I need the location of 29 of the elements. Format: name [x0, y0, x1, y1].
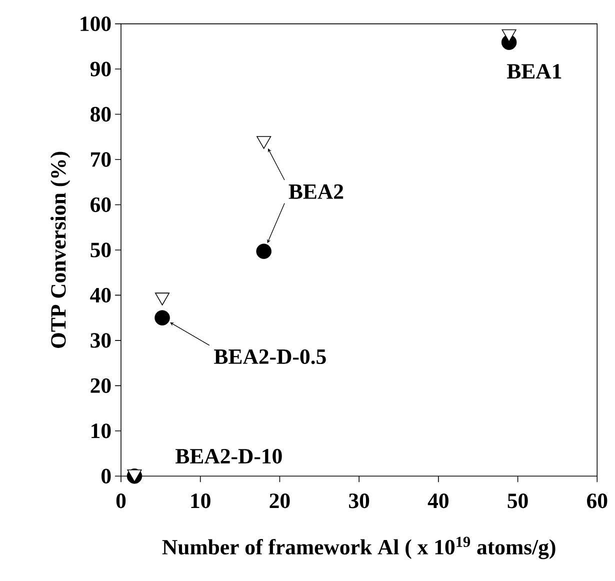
y-axis-title: OTP Conversion (%) — [50, 152, 70, 348]
point — [155, 292, 170, 306]
point — [502, 29, 516, 42]
point — [154, 310, 170, 326]
y-tick-label: 30 — [90, 332, 111, 348]
point — [256, 136, 272, 149]
y-tick-label: 20 — [90, 378, 111, 393]
x-tick-label: 60 — [587, 493, 608, 508]
annotation: BEA2-D-10 — [176, 448, 282, 464]
annotation: BEA1 — [507, 64, 562, 78]
y-tick-label: 10 — [92, 423, 111, 438]
y-tick-label: 100 — [80, 16, 111, 31]
y-tick-label: 60 — [90, 197, 111, 212]
y-tick-label: 50 — [90, 242, 111, 258]
x-tick-label: 10 — [191, 493, 210, 508]
y-tick-label: 40 — [90, 288, 111, 302]
x-tick-label: 20 — [270, 493, 290, 508]
y-tick-label: 80 — [90, 106, 111, 122]
y-tick-label: 90 — [90, 62, 111, 76]
annotation: BEA2 — [288, 184, 344, 199]
x-tick-label: 40 — [428, 493, 448, 508]
x-tick-label: 30 — [349, 493, 370, 508]
y-tick-label: 0 — [102, 468, 111, 484]
annotation: BEA2-D-0.5 — [214, 349, 326, 364]
point — [256, 244, 272, 259]
x-axis-title: Number of framework Al ( x 10$^{19}$ atoms/g) — [162, 536, 556, 559]
x-tick-label: 0 — [116, 493, 126, 508]
x-tick-label: 50 — [508, 493, 528, 508]
y-tick-label: 70 — [91, 152, 111, 167]
